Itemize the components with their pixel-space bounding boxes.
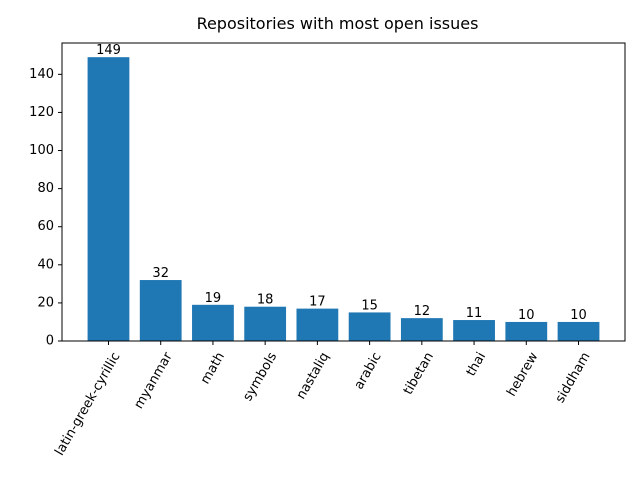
y-tick-label-80: 80 xyxy=(37,181,54,196)
bar-latin-greek-cyrillic xyxy=(87,57,130,341)
data-label-hebrew: 10 xyxy=(518,308,535,323)
x-tick-label-arabic: arabic xyxy=(352,350,385,392)
bar-math xyxy=(192,304,234,341)
bar-thai xyxy=(453,320,495,341)
x-tick-label-latin-greek-cyrillic: latin-greek-cyrillic xyxy=(52,350,123,458)
data-label-symbols: 18 xyxy=(257,293,274,308)
data-label-math: 19 xyxy=(205,291,222,306)
y-tick-label-100: 100 xyxy=(29,143,54,158)
x-tick-label-siddham: siddham xyxy=(553,350,594,406)
x-tick-label-tibetan: tibetan xyxy=(401,350,437,398)
y-axis: 0 20 40 60 80 100 120 140 xyxy=(29,67,62,349)
data-label-nastaliq: 17 xyxy=(309,295,326,310)
x-tick-label-symbols: symbols xyxy=(240,350,280,404)
data-label-siddham: 10 xyxy=(570,308,587,323)
y-tick-label-120: 120 xyxy=(29,105,54,120)
y-tick-label-140: 140 xyxy=(29,67,54,82)
bar-myanmar xyxy=(139,280,182,341)
plot-frame xyxy=(61,42,626,342)
bar-arabic xyxy=(348,312,391,341)
x-tick-label-hebrew: hebrew xyxy=(504,350,541,400)
bar-siddham xyxy=(557,321,600,341)
x-tick-label-myanmar: myanmar xyxy=(132,349,177,411)
y-tick-label-40: 40 xyxy=(37,257,54,272)
bar-symbols xyxy=(244,306,287,341)
x-tick-label-nastaliq: nastaliq xyxy=(294,350,333,402)
bar-tibetan xyxy=(400,318,443,341)
chart-title: Repositories with most open issues xyxy=(197,14,479,33)
bar-hebrew xyxy=(505,321,548,341)
data-label-tibetan: 12 xyxy=(414,304,431,319)
x-tick-label-math: math xyxy=(198,350,228,387)
y-tick-label-20: 20 xyxy=(37,295,54,310)
data-label-latin-greek-cyrillic: 149 xyxy=(96,43,121,58)
x-tick-label-thai: thai xyxy=(464,350,489,379)
x-axis: latin-greek-cyrillic myanmar math symbols na… xyxy=(52,341,594,458)
bars-group xyxy=(87,57,600,341)
y-tick-label-60: 60 xyxy=(37,219,54,234)
bar-nastaliq xyxy=(296,308,339,341)
data-label-thai: 11 xyxy=(466,306,483,321)
data-label-arabic: 15 xyxy=(361,298,378,313)
data-labels-group: 149 32 19 18 17 15 12 11 10 10 xyxy=(96,43,587,323)
data-label-myanmar: 32 xyxy=(152,266,169,281)
y-tick-label-0: 0 xyxy=(46,334,54,349)
